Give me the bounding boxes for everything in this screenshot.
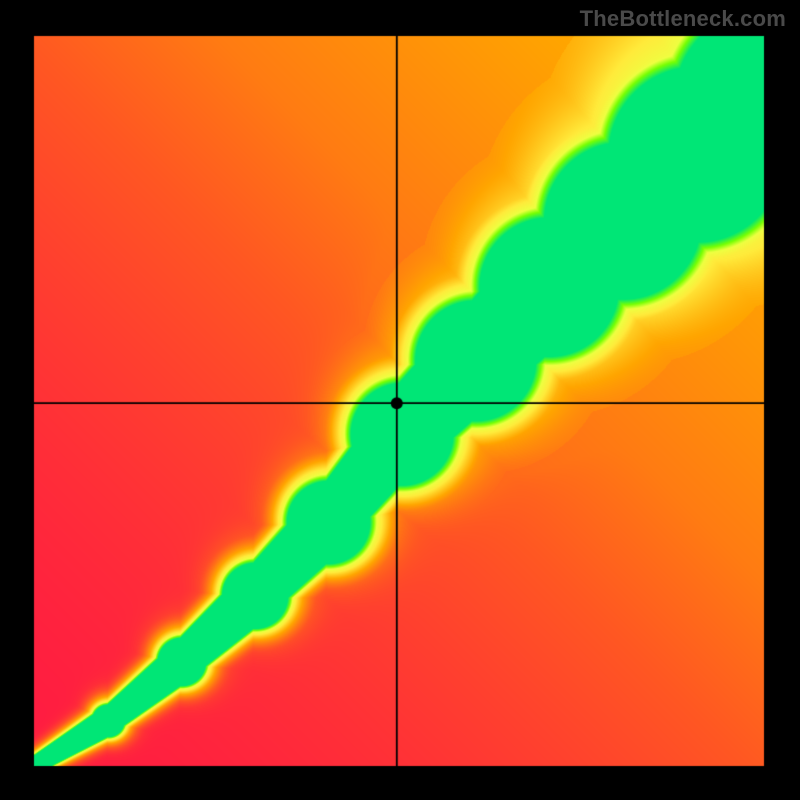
chart-container: TheBottleneck.com	[0, 0, 800, 800]
watermark-text: TheBottleneck.com	[580, 6, 786, 32]
heatmap-chart	[0, 0, 800, 800]
